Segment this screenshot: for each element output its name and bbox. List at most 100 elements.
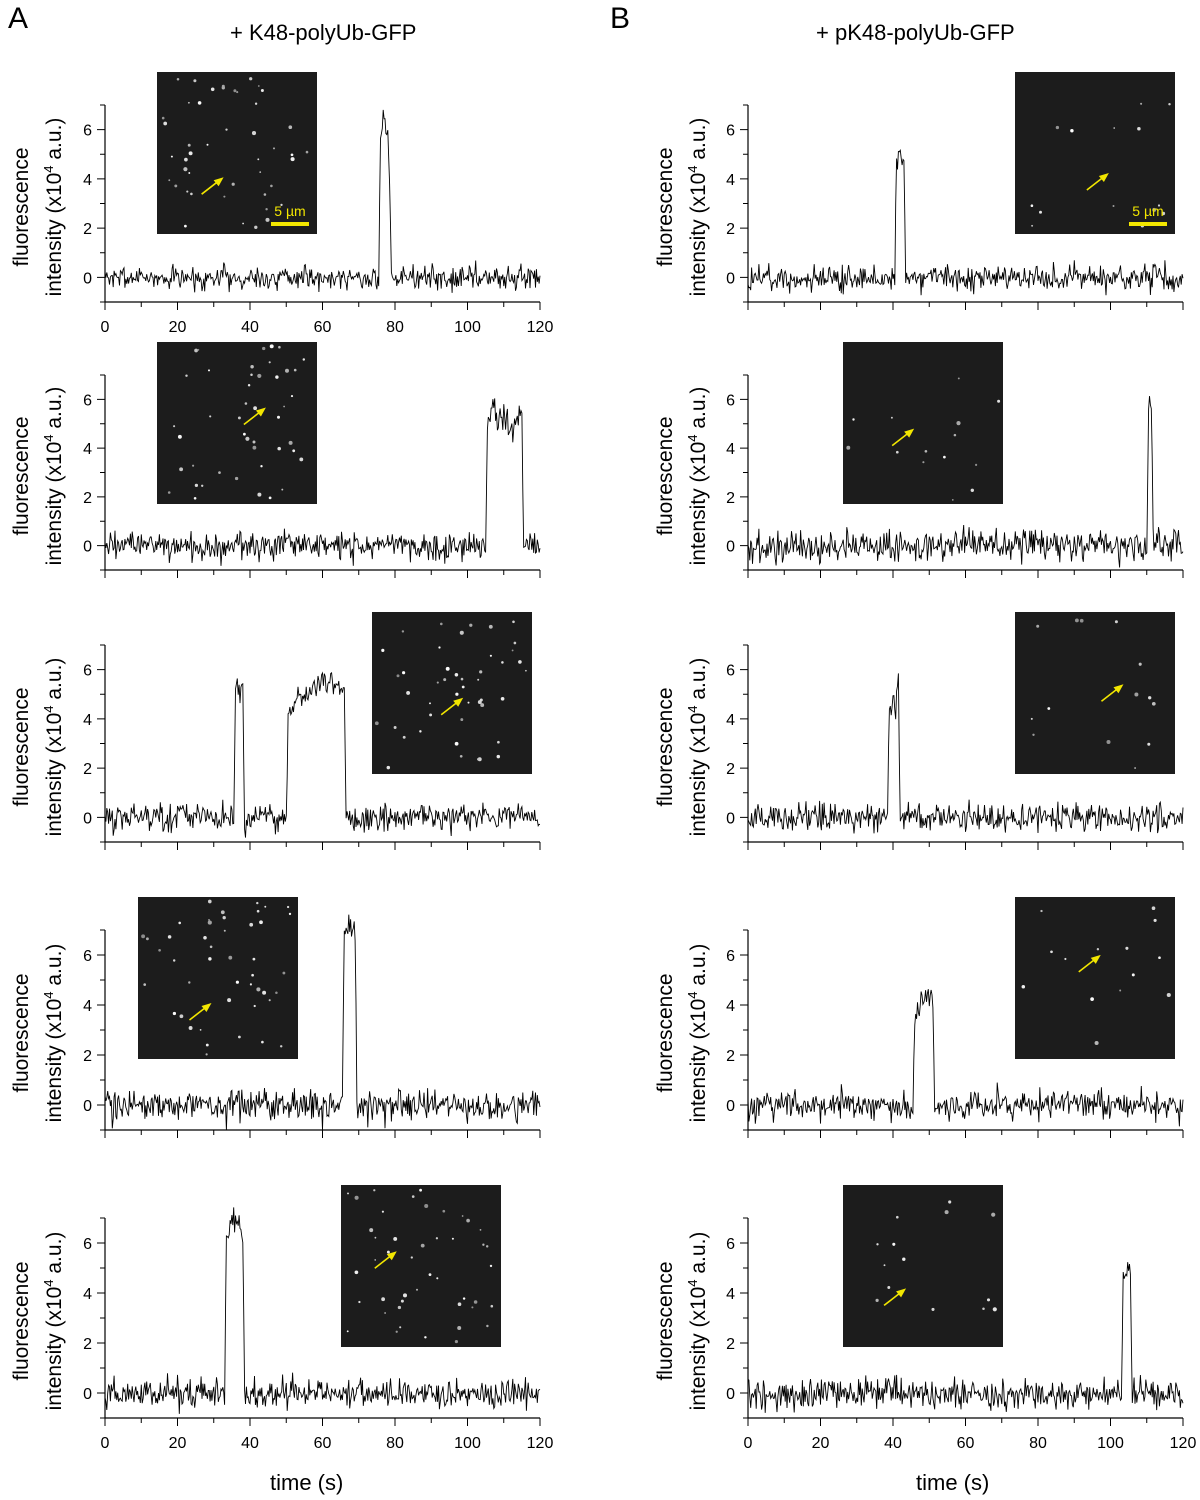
fluorescent-spot	[231, 182, 235, 186]
x-axis-label-a: time (s)	[270, 1470, 344, 1495]
fluorescent-spot	[184, 157, 188, 162]
chart-a-4: 0 2 4 6	[83, 897, 541, 1138]
micrograph-inset	[843, 1185, 1003, 1347]
fluorescent-spot	[163, 121, 168, 126]
fluorescent-spot	[145, 937, 149, 941]
fluorescent-spot	[396, 674, 400, 678]
fluorescent-spot	[525, 669, 527, 672]
fluorescent-spot	[401, 630, 405, 633]
fluorescent-spot	[1074, 618, 1079, 623]
fluorescent-spot	[480, 703, 485, 708]
fluorescent-spot	[290, 153, 294, 157]
fluorescent-spot	[1151, 701, 1156, 706]
fluorescent-spot	[454, 741, 459, 746]
fluorescent-spot	[518, 660, 522, 664]
y-tick-label: 0	[726, 810, 735, 827]
fluorescent-spot	[251, 973, 254, 977]
y-tick-label: 4	[726, 172, 735, 189]
x-tick-label: 20	[169, 1435, 187, 1452]
fluorescent-spot	[429, 713, 433, 717]
fluorescent-spot	[279, 1045, 283, 1048]
x-tick-label: 40	[884, 1435, 902, 1452]
fluorescent-spot	[402, 671, 406, 675]
fluorescent-spot	[245, 436, 250, 441]
fluorescent-spot	[197, 101, 202, 105]
fluorescent-spot	[436, 681, 439, 684]
fluorescent-spot	[1031, 224, 1034, 227]
fluorescent-spot	[1036, 624, 1040, 628]
fluorescent-spot	[1055, 125, 1060, 130]
fluorescent-spot	[194, 348, 198, 353]
fluorescent-spot	[268, 496, 272, 500]
fluorescent-spot	[252, 440, 256, 444]
arrow-head-icon	[904, 428, 915, 438]
fluorescent-spot	[290, 157, 295, 162]
fluorescent-spot	[512, 620, 515, 624]
chart-b-2: 0 2 4 6	[726, 342, 1184, 578]
fluorescent-spot	[462, 1297, 466, 1300]
fluorescent-spot	[281, 488, 284, 491]
fluorescent-spot	[178, 921, 181, 925]
fluorescent-spot	[410, 1256, 413, 1259]
fluorescent-spot	[496, 754, 501, 759]
y-tick-label: 2	[83, 490, 92, 507]
fluorescent-spot	[275, 375, 279, 379]
fluorescent-spot	[457, 1326, 462, 1330]
y-tick-label: 6	[83, 663, 92, 680]
y-tick-label: 2	[83, 221, 92, 238]
arrow-head-icon	[213, 177, 224, 187]
micrograph-inset	[138, 897, 298, 1059]
fluorescent-spot	[305, 150, 309, 154]
y-tick-label: 6	[726, 1236, 735, 1253]
fluorescent-spot	[1125, 946, 1129, 950]
arrow-head-icon	[386, 1251, 397, 1261]
fluorescent-spot	[1030, 717, 1033, 720]
fluorescent-spot	[1166, 992, 1171, 998]
fluorescent-spot	[477, 678, 480, 681]
fluorescent-spot	[1114, 620, 1118, 624]
fluorescent-spot	[956, 421, 961, 426]
x-tick-label: 20	[169, 319, 187, 336]
fluorescent-spot	[254, 102, 258, 105]
fluorescent-spot	[236, 91, 239, 94]
fluorescent-spot	[1157, 204, 1161, 207]
arrow-head-icon	[1090, 954, 1101, 964]
fluorescent-spot	[210, 87, 215, 92]
fluorescent-spot	[1119, 989, 1122, 992]
chart-a-2: 0 2 4 6	[83, 342, 541, 578]
fluorescent-spot	[293, 368, 297, 372]
fluorescent-spot	[460, 718, 464, 722]
fluorescent-spot	[179, 467, 184, 472]
x-tick-label: 0	[101, 319, 110, 336]
fluorescent-spot	[222, 916, 226, 920]
y-tick-label: 6	[726, 123, 735, 140]
fluorescent-spot	[262, 346, 266, 351]
fluorescent-spot	[176, 77, 180, 81]
fluorescent-spot	[1148, 696, 1152, 700]
fluorescent-spot	[469, 623, 473, 627]
y-tick-label: 2	[726, 490, 735, 507]
fluorescent-spot	[183, 167, 188, 172]
fluorescent-spot	[500, 696, 505, 701]
fluorescent-spot	[170, 155, 173, 158]
fluorescent-spot	[299, 457, 304, 462]
fluorescent-spot	[201, 484, 204, 487]
y-tick-label: 6	[83, 1236, 92, 1253]
y-tick-label: 4	[726, 998, 735, 1015]
y-tick-label: 0	[83, 539, 92, 556]
fluorescent-spot	[460, 677, 464, 681]
fluorescent-spot	[218, 471, 221, 474]
y-tick-label: 2	[726, 761, 735, 778]
arrow-head-icon	[896, 1288, 907, 1298]
intensity-trace	[104, 109, 541, 293]
panel-a-letter: A	[8, 2, 29, 35]
chart-b-3: 0 2 4 6	[726, 612, 1184, 850]
fluorescent-spot	[479, 670, 483, 674]
intensity-trace	[104, 914, 541, 1131]
fluorescent-spot	[489, 654, 492, 657]
scale-bar	[271, 222, 309, 226]
fluorescent-spot	[208, 919, 210, 921]
y-tick-label: 4	[83, 172, 92, 189]
fluorescent-spot	[292, 449, 296, 453]
